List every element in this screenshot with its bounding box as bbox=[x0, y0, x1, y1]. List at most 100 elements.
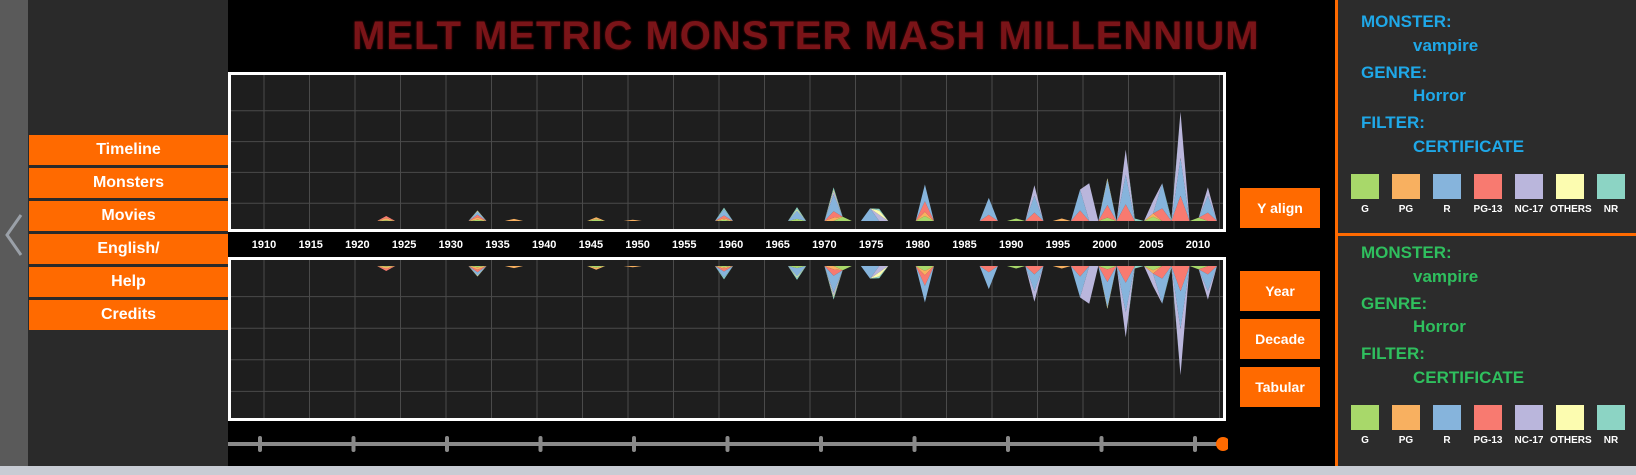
sidebar bbox=[28, 0, 228, 466]
nav-language-button[interactable]: English/ bbox=[29, 234, 228, 264]
legend-label: R bbox=[1443, 435, 1451, 446]
x-tick-label: 2000 bbox=[1092, 239, 1116, 251]
legend-swatch-pg-13[interactable] bbox=[1474, 405, 1502, 430]
legend-swatch-r[interactable] bbox=[1433, 174, 1461, 199]
legend-swatch-pg[interactable] bbox=[1392, 405, 1420, 430]
slider-tick bbox=[725, 436, 730, 452]
legend-swatch-r[interactable] bbox=[1433, 405, 1461, 430]
nav-monsters-button[interactable]: Monsters bbox=[29, 168, 228, 198]
x-tick-label: 1970 bbox=[812, 239, 836, 251]
series-area-pg bbox=[231, 211, 1217, 221]
bottom-stream-chart bbox=[228, 257, 1226, 421]
y-align-button[interactable]: Y align bbox=[1240, 188, 1320, 228]
series-area-pg-13 bbox=[231, 266, 1217, 292]
slider-tick bbox=[912, 436, 917, 452]
slider-tick bbox=[632, 436, 636, 452]
year-axis: 1910 1915 1920 1925 1930 1935 1940 1945 1950 1955… bbox=[228, 235, 1228, 253]
legend-label: NC-17 bbox=[1514, 204, 1544, 215]
slider-handle[interactable] bbox=[1216, 437, 1228, 451]
x-tick-label: 1965 bbox=[765, 239, 789, 251]
legend-label: G bbox=[1361, 204, 1369, 215]
top-chart-svg bbox=[231, 75, 1223, 229]
x-tick-label: 1975 bbox=[859, 239, 883, 251]
legend-swatch-pg[interactable] bbox=[1392, 174, 1420, 199]
legend-label: OTHERS bbox=[1550, 435, 1592, 446]
slider-tick bbox=[1006, 436, 1010, 452]
top-info-panel: MONSTER: vampire GENRE: Horror FILTER: C… bbox=[1335, 0, 1636, 233]
series-area-r bbox=[231, 158, 1217, 221]
genre-label: GENRE: bbox=[1361, 294, 1428, 313]
slider-tick bbox=[819, 436, 823, 452]
filter-value: CERTIFICATE bbox=[1413, 137, 1525, 156]
series-area-others bbox=[231, 111, 1217, 221]
legend-swatch-nr[interactable] bbox=[1597, 174, 1625, 199]
filter-value: CERTIFICATE bbox=[1413, 368, 1525, 387]
back-arrow-icon[interactable] bbox=[0, 205, 28, 265]
legend-swatch-g[interactable] bbox=[1351, 405, 1379, 430]
legend-label: PG-13 bbox=[1473, 435, 1503, 446]
x-tick-label: 1945 bbox=[579, 239, 603, 251]
legend-swatch-nc-17[interactable] bbox=[1515, 405, 1543, 430]
series-area-nr bbox=[231, 266, 1217, 376]
x-tick-label: 1955 bbox=[672, 239, 696, 251]
legend-label: OTHERS bbox=[1550, 204, 1592, 215]
monster-label: MONSTER: bbox=[1361, 243, 1452, 262]
x-tick-label: 1990 bbox=[999, 239, 1023, 251]
legend-swatch-others[interactable] bbox=[1556, 174, 1584, 199]
decade-button[interactable]: Decade bbox=[1240, 319, 1320, 359]
slider-tick bbox=[445, 436, 449, 452]
legend-label: NR bbox=[1603, 435, 1619, 446]
x-tick-label: 1915 bbox=[298, 239, 322, 251]
info-panel: MONSTER: vampire GENRE: Horror FILTER: C… bbox=[1335, 0, 1636, 466]
left-strip bbox=[0, 0, 28, 466]
legend-label: PG bbox=[1398, 204, 1414, 215]
legend-swatch-others[interactable] bbox=[1556, 405, 1584, 430]
filter-label: FILTER: bbox=[1361, 113, 1425, 132]
series-area-g bbox=[231, 266, 1217, 271]
slider-tick bbox=[351, 436, 356, 452]
filter-label: FILTER: bbox=[1361, 344, 1425, 363]
legend-label: NR bbox=[1603, 204, 1619, 215]
nav-help-button[interactable]: Help bbox=[29, 267, 228, 297]
series-area-others bbox=[231, 266, 1217, 376]
series-area-r bbox=[231, 266, 1217, 329]
legend-swatch-nc-17[interactable] bbox=[1515, 174, 1543, 199]
bottom-chart-svg bbox=[231, 260, 1223, 418]
divider bbox=[1335, 233, 1636, 236]
series-area-nr bbox=[231, 111, 1217, 221]
legend-label: G bbox=[1361, 435, 1369, 446]
nav-movies-button[interactable]: Movies bbox=[29, 201, 228, 231]
x-tick-label: 1980 bbox=[906, 239, 930, 251]
monster-value: vampire bbox=[1413, 36, 1479, 55]
x-tick-label: 1930 bbox=[439, 239, 463, 251]
tabular-button[interactable]: Tabular bbox=[1240, 367, 1320, 407]
legend-swatch-nr[interactable] bbox=[1597, 405, 1625, 430]
x-tick-label: 2010 bbox=[1186, 239, 1210, 251]
series-area-pg bbox=[231, 266, 1217, 276]
genre-value: Horror bbox=[1413, 86, 1466, 105]
legend-swatch-pg-13[interactable] bbox=[1474, 174, 1502, 199]
slider-tick bbox=[538, 436, 543, 452]
nav-timeline-button[interactable]: Timeline bbox=[29, 135, 228, 165]
x-tick-label: 1920 bbox=[345, 239, 369, 251]
x-tick-label: 1935 bbox=[485, 239, 509, 251]
page-title: MELT METRIC MONSTER MASH MILLENNIUM bbox=[352, 14, 1260, 58]
x-tick-label: 1940 bbox=[532, 239, 556, 251]
x-tick-label: 2005 bbox=[1139, 239, 1163, 251]
bottom-info-panel: MONSTER: vampire GENRE: Horror FILTER: C… bbox=[1335, 233, 1636, 466]
legend-label: PG bbox=[1398, 435, 1414, 446]
x-tick-label: 1995 bbox=[1046, 239, 1070, 251]
monster-label: MONSTER: bbox=[1361, 12, 1452, 31]
x-tick-label: 1910 bbox=[252, 239, 276, 251]
top-stream-chart bbox=[228, 72, 1226, 232]
legend-swatch-g[interactable] bbox=[1351, 174, 1379, 199]
nav-credits-button[interactable]: Credits bbox=[29, 300, 228, 330]
slider-tick bbox=[1099, 436, 1104, 452]
legend-label: PG-13 bbox=[1473, 204, 1503, 215]
genre-value: Horror bbox=[1413, 317, 1466, 336]
series-area-nc-17 bbox=[231, 111, 1217, 221]
timeline-slider[interactable] bbox=[228, 432, 1228, 456]
year-button[interactable]: Year bbox=[1240, 271, 1320, 311]
slider-tick bbox=[1193, 436, 1197, 452]
